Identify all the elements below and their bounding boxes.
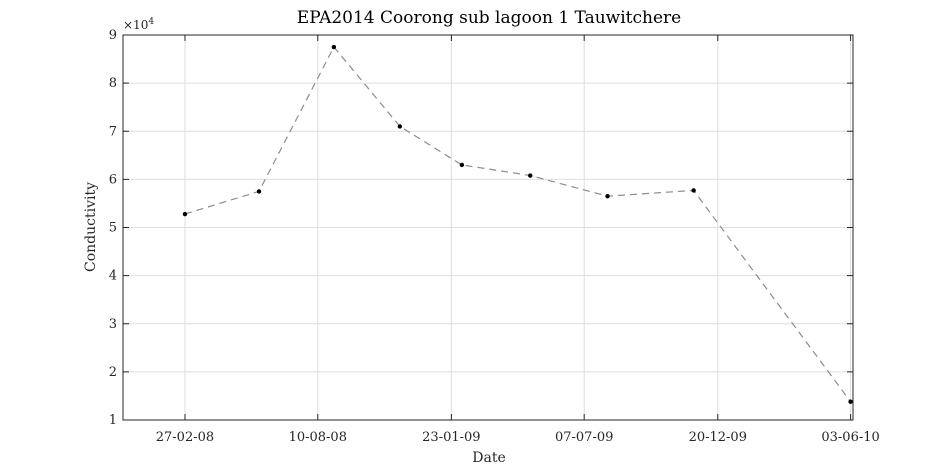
x-tick-label: 07-07-09 xyxy=(555,430,613,445)
x-axis: 27-02-08 10-08-08 23-01-09 07-07-09 20-12-09… xyxy=(156,35,880,445)
y-tick-label: 8 xyxy=(109,76,117,91)
series-line-group xyxy=(184,45,852,403)
data-point xyxy=(256,189,262,194)
grid xyxy=(123,34,853,421)
y-tick-label: 3 xyxy=(109,317,117,332)
data-points xyxy=(182,44,853,404)
data-point xyxy=(528,173,533,178)
data-point xyxy=(331,44,337,50)
x-tick-label: 03-06-10 xyxy=(821,430,879,445)
y-axis: 1 2 3 4 5 6 7 8 9 xyxy=(109,28,853,428)
y-tick-label: 5 xyxy=(109,221,117,236)
x-tick-label: 23-01-09 xyxy=(422,430,480,445)
y-exponent-label: ×104 xyxy=(123,17,154,32)
x-axis-label: Date xyxy=(472,450,505,466)
y-tick-label: 6 xyxy=(109,172,117,187)
series-line xyxy=(184,45,852,403)
data-point xyxy=(691,188,696,193)
x-tick-label: 20-12-09 xyxy=(689,430,747,445)
y-exponent-power: 4 xyxy=(148,17,154,27)
y-tick-label: 1 xyxy=(109,413,117,428)
data-point xyxy=(182,211,188,217)
y-tick-label: 4 xyxy=(109,269,117,284)
data-point xyxy=(397,124,403,129)
data-point xyxy=(605,194,610,199)
y-tick-label: 7 xyxy=(109,124,117,139)
y-tick-label: 9 xyxy=(109,28,117,43)
x-tick-label: 27-02-08 xyxy=(156,430,214,445)
chart-title: EPA2014 Coorong sub lagoon 1 Tauwitchere xyxy=(297,8,681,28)
data-point xyxy=(459,162,465,168)
data-point xyxy=(848,399,853,404)
x-tick-label: 10-08-08 xyxy=(289,430,347,445)
y-axis-label: Conductivity xyxy=(83,182,99,272)
y-tick-label: 2 xyxy=(109,365,117,380)
